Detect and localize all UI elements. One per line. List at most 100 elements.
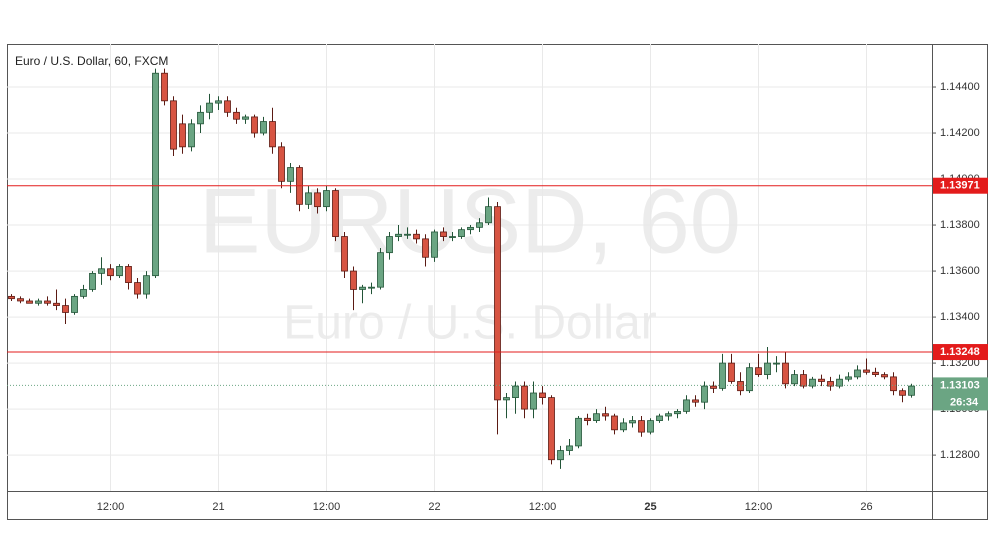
- candle-body: [242, 116, 249, 120]
- candle-body: [323, 190, 330, 208]
- candle-body: [125, 266, 132, 283]
- level-label-bg: [933, 177, 988, 194]
- candle-body: [629, 420, 636, 424]
- candle-body: [53, 302, 60, 306]
- candle-body: [386, 236, 393, 254]
- candle-body: [647, 420, 654, 433]
- x-tick-label: 21: [212, 501, 224, 513]
- candle-body: [800, 374, 807, 387]
- candle-body: [530, 392, 537, 410]
- candle-body: [170, 100, 177, 150]
- candle-body: [350, 270, 357, 290]
- x-tick-label: 12:00: [745, 501, 773, 513]
- candle-body: [674, 411, 681, 415]
- candle-body: [89, 272, 96, 290]
- chart-title: Euro / U.S. Dollar, 60, FXCM: [15, 54, 168, 68]
- candle-body: [764, 362, 771, 375]
- candle-body: [881, 374, 888, 378]
- candle-body: [215, 100, 222, 104]
- candle-body: [305, 192, 312, 205]
- candle-body: [683, 399, 690, 412]
- candle-body: [143, 275, 150, 295]
- candle-body: [44, 300, 51, 304]
- candle-body: [620, 422, 627, 431]
- x-tick-label: 26: [860, 501, 872, 513]
- y-tick-label: 1.14400: [940, 81, 980, 93]
- candle-body: [899, 390, 906, 396]
- candle-body: [746, 367, 753, 392]
- candle-body: [782, 362, 789, 385]
- candle-body: [107, 268, 114, 277]
- candle-body: [494, 206, 501, 401]
- x-tick-label: 12:00: [529, 501, 557, 513]
- y-tick-label: 1.14200: [940, 127, 980, 139]
- candle-body: [287, 167, 294, 182]
- candle-body: [728, 362, 735, 382]
- candle-body: [134, 282, 141, 295]
- candle-body: [809, 378, 816, 387]
- candle-body: [755, 367, 762, 375]
- candle-body: [773, 362, 780, 365]
- candle-body: [152, 72, 159, 277]
- candle-body: [17, 298, 24, 302]
- level-label-bg: [933, 344, 988, 361]
- level-label: 1.13248: [940, 346, 980, 358]
- y-tick-label: 1.12800: [940, 449, 980, 461]
- y-tick-label: 1.13600: [940, 265, 980, 277]
- candle-body: [332, 190, 339, 237]
- candle-body: [476, 222, 483, 228]
- candle-body: [521, 385, 528, 410]
- candle-body: [377, 252, 384, 288]
- candle-body: [188, 123, 195, 148]
- candle-body: [575, 417, 582, 447]
- candle-body: [395, 233, 402, 237]
- level-label: 1.13971: [940, 180, 980, 192]
- x-tick-label: 12:00: [313, 501, 341, 513]
- candle-body: [368, 286, 375, 289]
- candle-body: [512, 385, 519, 398]
- candle-body: [872, 371, 879, 375]
- candle-body: [224, 100, 231, 113]
- candle-body: [602, 413, 609, 417]
- candle-body: [665, 413, 672, 417]
- candle-body: [98, 268, 105, 274]
- candle-body: [548, 397, 555, 461]
- candle-body: [719, 362, 726, 389]
- candle-body: [413, 233, 420, 240]
- candle-body: [440, 231, 447, 237]
- candle-body: [791, 374, 798, 385]
- candle-body: [449, 236, 456, 238]
- candle-body: [485, 206, 492, 224]
- candle-body: [62, 305, 69, 313]
- candle-body: [26, 300, 33, 304]
- candle-body: [584, 417, 591, 422]
- candle-body: [611, 415, 618, 431]
- candle-body: [845, 376, 852, 380]
- candle-body: [404, 233, 411, 236]
- candle-body: [161, 72, 168, 102]
- candle-body: [503, 397, 510, 401]
- candle-body: [557, 450, 564, 461]
- candle-body: [197, 111, 204, 125]
- candle-body: [314, 192, 321, 208]
- last-price-label-bg: [933, 377, 988, 411]
- x-tick-label: 25: [644, 501, 656, 513]
- candle-body: [260, 121, 267, 134]
- candle-body: [854, 369, 861, 378]
- candle-body: [467, 226, 474, 231]
- candle-body: [359, 286, 366, 290]
- candle-body: [251, 116, 258, 134]
- candle-body: [818, 378, 825, 382]
- candle-body: [179, 123, 186, 148]
- candle-body: [341, 236, 348, 272]
- candle-body: [701, 385, 708, 403]
- candle-body: [80, 289, 87, 297]
- candle-body: [656, 415, 663, 422]
- candle-body: [710, 385, 717, 389]
- y-tick-label: 1.13800: [940, 219, 980, 231]
- candle-body: [908, 385, 915, 396]
- candle-body: [278, 146, 285, 182]
- candle-body: [8, 295, 15, 300]
- candle-body: [737, 381, 744, 392]
